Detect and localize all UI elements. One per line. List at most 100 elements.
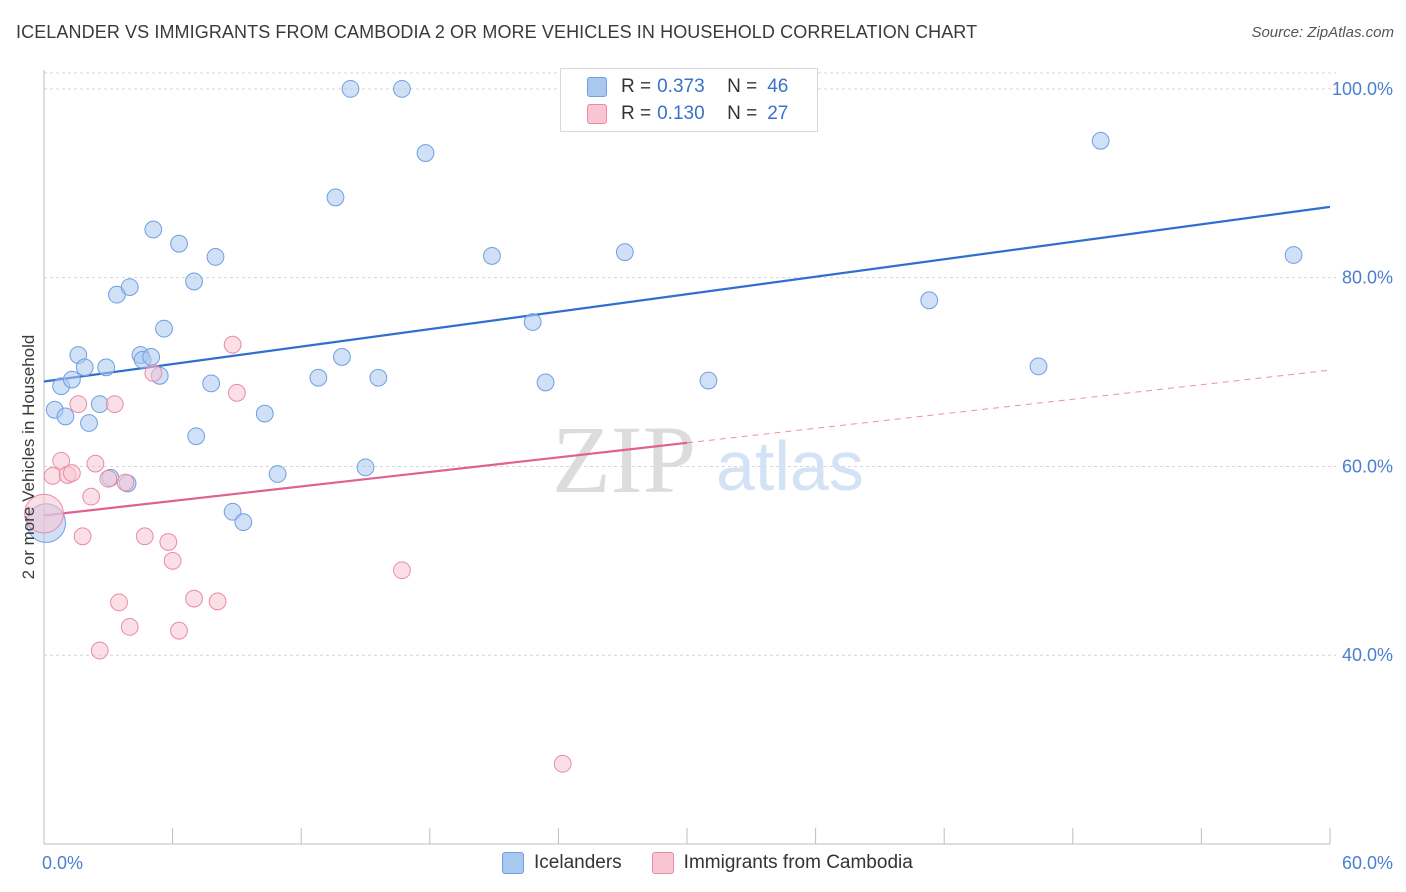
- data-point-0: [333, 348, 351, 366]
- x-tick-label: 60.0%: [1342, 853, 1393, 873]
- trend-line-1: [43, 441, 688, 517]
- data-point-0: [206, 248, 225, 266]
- data-point-1: [116, 473, 135, 492]
- data-point-0: [326, 188, 345, 207]
- data-point-0: [56, 407, 75, 426]
- data-point-1: [163, 551, 182, 570]
- data-point-1: [144, 364, 163, 382]
- data-point-1: [120, 618, 139, 636]
- series-legend: Icelanders Immigrants from Cambodia: [502, 852, 943, 874]
- data-point-0: [1091, 131, 1110, 150]
- data-point-0: [155, 319, 173, 338]
- data-point-0: [268, 465, 287, 483]
- grid-lines: [44, 72, 1336, 656]
- stats-legend: R = 0.373 N = 46 R = 0.130 N = 27: [560, 68, 818, 132]
- data-point-0: [536, 373, 555, 392]
- data-point-0: [393, 79, 411, 98]
- data-point-1: [90, 641, 109, 660]
- trend-line-dashed-1: [686, 369, 1331, 444]
- data-point-0: [202, 374, 221, 393]
- data-point-0: [1029, 357, 1048, 376]
- data-point-0: [120, 278, 139, 296]
- axes: [43, 70, 1331, 845]
- data-point-0: [187, 427, 206, 446]
- data-point-1: [62, 464, 81, 482]
- y-axis-label: 2 or more Vehicles in Household: [19, 335, 38, 580]
- data-point-1: [185, 589, 203, 608]
- data-point-0: [523, 313, 542, 331]
- data-point-1: [159, 533, 178, 551]
- data-point-1: [99, 469, 118, 488]
- data-point-0: [699, 371, 718, 390]
- data-point-0: [309, 368, 328, 387]
- data-point-0: [185, 272, 203, 291]
- data-point-1: [82, 487, 101, 506]
- data-point-1: [208, 592, 227, 611]
- legend-swatch-icelanders: [587, 77, 607, 97]
- legend-r-value: 0.130: [657, 103, 705, 124]
- data-point-0: [341, 79, 360, 98]
- legend-row-icelanders: R = 0.373 N = 46: [587, 75, 788, 99]
- data-point-0: [255, 404, 274, 423]
- chart-source: Source: ZipAtlas.com: [1251, 24, 1394, 41]
- legend-row-cambodia: R = 0.130 N = 27: [587, 102, 788, 126]
- data-point-0: [416, 144, 435, 162]
- watermark: ZIP atlas: [552, 406, 864, 513]
- legend-r-value: 0.373: [657, 76, 705, 97]
- y-tick-label: 60.0%: [1342, 456, 1393, 476]
- data-point-0: [75, 358, 94, 377]
- data-point-1: [223, 335, 242, 354]
- y-tick-label: 100.0%: [1332, 79, 1393, 99]
- series-legend-icelanders[interactable]: Icelanders: [502, 852, 622, 874]
- data-point-1: [105, 395, 124, 414]
- legend-swatch-cambodia: [587, 104, 607, 124]
- y-tick-labels: 40.0% 60.0% 80.0% 100.0%: [1332, 79, 1393, 665]
- data-point-0: [62, 370, 81, 389]
- data-point-1: [553, 754, 572, 773]
- legend-n-label: N =: [727, 103, 758, 124]
- data-point-0: [920, 291, 939, 310]
- data-point-1: [228, 383, 246, 402]
- series-swatch-cambodia: [651, 852, 674, 874]
- legend-n-label: N =: [727, 76, 758, 97]
- data-point-0: [369, 368, 388, 387]
- x-tick-labels: 0.0% 60.0%: [42, 853, 1393, 873]
- data-point-0: [356, 458, 375, 477]
- data-point-1: [393, 561, 411, 580]
- data-points: [24, 79, 1303, 773]
- data-point-0: [142, 348, 161, 366]
- series-swatch-icelanders: [502, 852, 524, 874]
- data-point-0: [170, 234, 188, 253]
- data-point-1: [73, 527, 92, 546]
- data-point-1: [110, 593, 128, 612]
- data-point-1: [43, 466, 62, 485]
- series-label-icelanders: Icelanders: [534, 852, 622, 873]
- y-tick-label: 40.0%: [1342, 645, 1393, 665]
- data-point-0: [144, 220, 163, 239]
- x-tick-label: 0.0%: [42, 853, 83, 873]
- data-point-0: [223, 502, 242, 521]
- legend-n-value: 27: [767, 103, 789, 124]
- data-point-0: [90, 395, 109, 414]
- data-point-0: [234, 513, 253, 532]
- data-point-1: [170, 621, 188, 640]
- watermark-zip: ZIP: [552, 406, 696, 513]
- data-point-0: [97, 358, 116, 377]
- legend-r-label: R =: [621, 76, 652, 97]
- trend-lines: [43, 205, 1331, 517]
- legend-n-value: 46: [767, 76, 789, 97]
- data-point-1: [135, 527, 154, 546]
- data-point-0: [483, 247, 501, 265]
- data-point-1: [86, 454, 105, 473]
- legend-r-label: R =: [621, 103, 652, 124]
- data-point-1: [69, 395, 88, 414]
- watermark-atlas: atlas: [716, 427, 864, 505]
- trend-line-0: [43, 205, 1331, 383]
- series-label-cambodia: Immigrants from Cambodia: [683, 852, 913, 873]
- chart-title: ICELANDER VS IMMIGRANTS FROM CAMBODIA 2 …: [16, 22, 978, 42]
- data-point-0: [80, 414, 98, 432]
- y-tick-label: 80.0%: [1342, 268, 1393, 288]
- data-point-0: [615, 243, 634, 262]
- series-legend-cambodia[interactable]: Immigrants from Cambodia: [651, 852, 913, 874]
